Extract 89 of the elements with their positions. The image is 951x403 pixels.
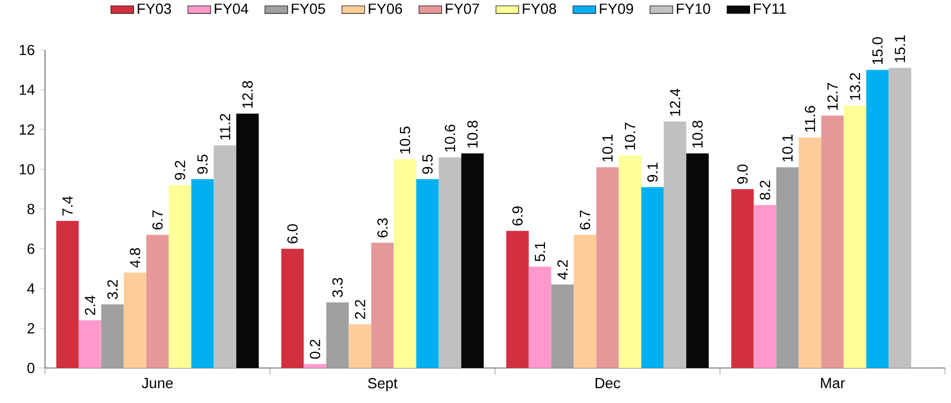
bar [101,304,124,368]
bar [348,324,372,368]
y-tick-label: 4 [27,283,35,294]
bar [191,179,214,368]
bar [394,159,416,368]
data-label: 6.3 [377,218,388,238]
bar [754,205,776,368]
data-label: 12.4 [670,88,680,116]
data-label: 9.5 [197,154,208,174]
y-tick-label: 6 [28,244,34,254]
y-tick-label: 0 [27,362,34,374]
bar [326,302,349,368]
legend-label: FY05 [292,4,326,14]
legend-label: FY07 [446,4,479,14]
legend-label: FY10 [676,4,710,14]
data-label: 6.7 [580,210,590,230]
bar [618,155,642,368]
y-tick-label: 2 [28,323,34,334]
data-label: 4.8 [130,248,140,268]
data-label: 6.7 [152,210,163,230]
legend-label: FY03 [138,4,172,14]
bar [641,187,664,368]
y-tick-label: 14 [20,84,35,95]
data-label: 9.2 [174,160,186,180]
bar [304,364,326,368]
y-tick-label: 12 [20,124,34,135]
legend-label: FY11 [754,4,786,14]
data-label: 10.7 [624,122,636,150]
data-label: 6.9 [512,206,523,226]
data-label: 6.0 [287,224,298,244]
bar [416,179,439,368]
data-label: 10.8 [467,120,478,148]
x-tick-label: Mar [821,378,845,388]
bar [798,137,822,368]
bar [78,320,102,368]
bar [371,242,394,368]
x-tick-label: Dec [596,378,620,388]
legend-label: FY08 [522,4,556,14]
legend-label: FY09 [600,4,634,14]
data-label: 12.8 [242,80,253,108]
bar [214,145,236,368]
data-label: 0.2 [310,340,320,359]
bar [776,167,799,368]
data-label: 10.1 [782,134,793,162]
data-label: 3.3 [332,278,343,298]
data-label: 10.5 [400,126,410,154]
bar [168,185,192,368]
bar [731,189,754,368]
legend-label: FY06 [368,4,402,14]
bar [888,68,912,368]
bar [528,266,552,368]
data-label: 13.2 [850,73,860,100]
data-label: 5.1 [534,242,546,262]
data-label: 15.1 [894,35,906,62]
data-label: 4.2 [557,260,568,280]
bar [844,106,866,368]
data-label: 9.1 [647,162,658,182]
bar [124,272,146,368]
bar [596,167,619,368]
x-tick-label: June [142,378,173,388]
bar [56,220,79,368]
data-label: 15.0 [872,37,883,64]
data-label: 2.4 [84,296,96,315]
bar [281,248,304,368]
data-label: 8.2 [760,180,770,200]
bar [664,122,686,368]
legend-label: FY04 [214,4,248,14]
data-label: 11.2 [220,114,230,140]
bar [506,230,529,368]
y-tick-label: 16 [20,44,34,56]
y-tick-label: 10 [20,164,34,174]
bar [146,234,169,368]
data-label: 2.2 [354,300,366,319]
data-label: 3.2 [107,280,118,300]
bar [551,284,574,368]
x-tick-label: Sept [368,378,398,392]
data-label: 12.7 [827,83,838,110]
data-label: 10.6 [444,124,456,152]
data-label: 10.1 [602,134,613,162]
bar [574,234,596,368]
bar [821,116,844,368]
bar [438,157,462,368]
data-label: 7.4 [62,196,73,216]
y-tick-label: 8 [27,204,34,214]
bar [866,70,889,368]
data-label: 10.8 [692,120,703,148]
data-label: 9.5 [422,154,433,174]
data-label: 9.0 [737,164,748,184]
data-label: 11.6 [804,106,816,132]
